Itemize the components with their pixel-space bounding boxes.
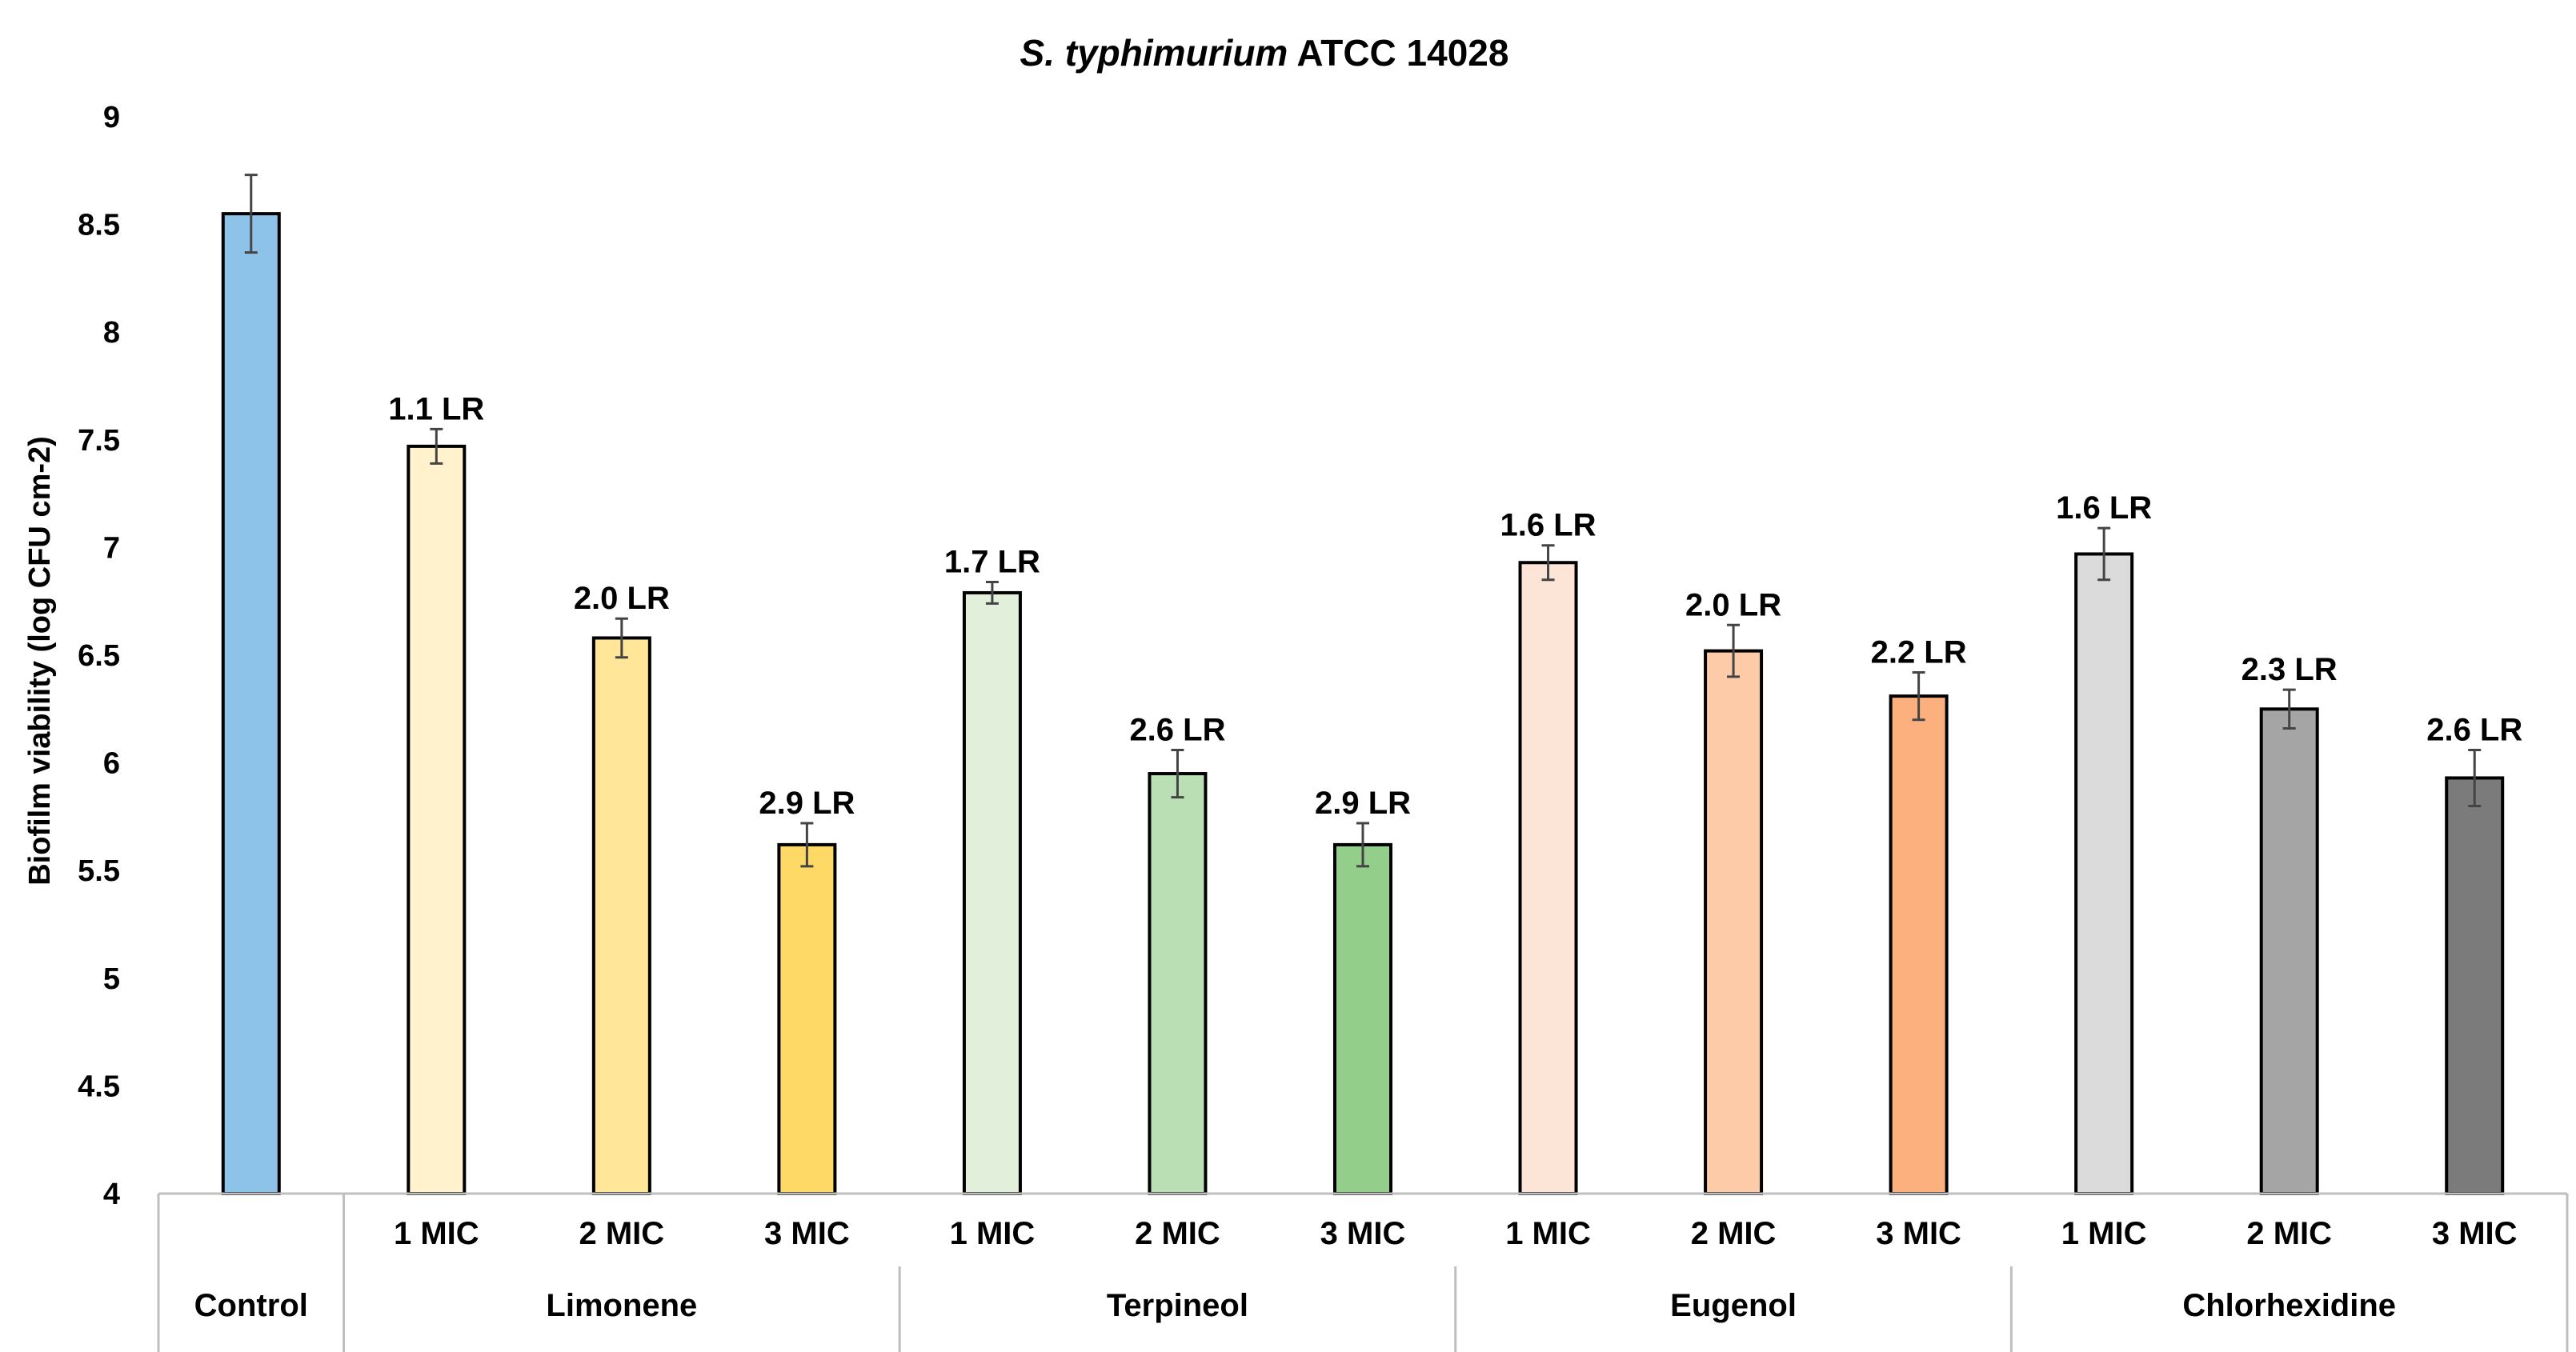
chart-title: S. typhimurium ATCC 14028: [1020, 32, 1509, 74]
data-label: 2.0 LR: [1685, 587, 1781, 622]
data-label: 2.0 LR: [574, 581, 670, 616]
bar: [2074, 552, 2134, 1195]
data-label: 2.3 LR: [2241, 652, 2338, 687]
y-tick-label: 6.5: [78, 639, 120, 673]
data-label: 1.7 LR: [944, 544, 1040, 579]
y-axis-label: Biofilm viability (log CFU cm-2): [23, 436, 57, 886]
y-tick-label: 4: [103, 1178, 120, 1211]
error-bars: [244, 174, 2482, 868]
chart-title-strain: ATCC 14028: [1296, 32, 1508, 74]
y-tick-label: 8: [103, 316, 120, 350]
group-label: Terpineol: [1107, 1288, 1248, 1323]
x-tick-label: 1 MIC: [1505, 1216, 1591, 1251]
bar: [221, 212, 281, 1195]
y-tick-label: 5.5: [78, 854, 120, 888]
y-tick-label: 4.5: [78, 1070, 120, 1103]
chart-title-italic: S. typhimurium: [1020, 32, 1288, 74]
bar: [1148, 772, 1208, 1195]
y-tick-label: 8.5: [78, 209, 120, 242]
x-tick-label: 2 MIC: [1691, 1216, 1777, 1251]
x-tick-label: 3 MIC: [764, 1216, 850, 1251]
y-tick-label: 6: [103, 747, 120, 781]
chart-title-rest: [1288, 32, 1296, 74]
x-tick-label: 1 MIC: [950, 1216, 1036, 1251]
data-label: 2.6 LR: [2426, 712, 2522, 747]
bar: [591, 636, 651, 1195]
group-label: Control: [194, 1288, 308, 1323]
data-label: 1.6 LR: [1500, 508, 1596, 543]
bar: [777, 842, 837, 1195]
x-tick-label: 2 MIC: [1135, 1216, 1220, 1251]
annotations: 1.1 LR 2.0 LR 2.9 LR 1.7 LR 2.6 LR 2.9 LR 1.6 …: [388, 391, 2522, 821]
x-tick-label: 3 MIC: [2432, 1216, 2518, 1251]
bars: [221, 212, 2505, 1195]
y-tick-label: 5: [103, 962, 120, 996]
data-label: 2.2 LR: [1871, 635, 1967, 670]
x-tick-label: 1 MIC: [394, 1216, 479, 1251]
bar: [1333, 842, 1392, 1195]
y-ticks: 4 4.5 5 5.5 6 6.5 7 7.5 8 8.5 9: [78, 101, 120, 1211]
data-label: 1.6 LR: [2056, 490, 2152, 526]
y-tick-label: 7: [103, 531, 120, 565]
bar: [1518, 561, 1578, 1195]
x-axis: Control 1 MIC 2 MIC 3 MIC Limonene 1 MIC 2 MIC…: [157, 1192, 2569, 1352]
data-label: 1.1 LR: [388, 391, 484, 426]
data-label: 2.9 LR: [1315, 786, 1411, 821]
bar: [2445, 776, 2505, 1195]
x-tick-label: 2 MIC: [2246, 1216, 2332, 1251]
data-label: 2.9 LR: [759, 786, 855, 821]
bar: [2259, 707, 2319, 1195]
group-label: Eugenol: [1670, 1288, 1797, 1323]
bar: [1704, 649, 1764, 1195]
x-tick-label: 3 MIC: [1876, 1216, 1961, 1251]
data-label: 2.6 LR: [1129, 712, 1225, 747]
x-tick-label: 2 MIC: [579, 1216, 665, 1251]
bar: [962, 590, 1022, 1195]
group-label: Limonene: [546, 1288, 697, 1323]
bar: [1889, 694, 1949, 1195]
x-tick-label: 1 MIC: [2061, 1216, 2147, 1251]
y-tick-label: 7.5: [78, 424, 120, 458]
group-label: Chlorhexidine: [2182, 1288, 2396, 1323]
x-tick-label: 3 MIC: [1320, 1216, 1406, 1251]
bar: [407, 444, 467, 1195]
y-tick-label: 9: [103, 101, 120, 134]
